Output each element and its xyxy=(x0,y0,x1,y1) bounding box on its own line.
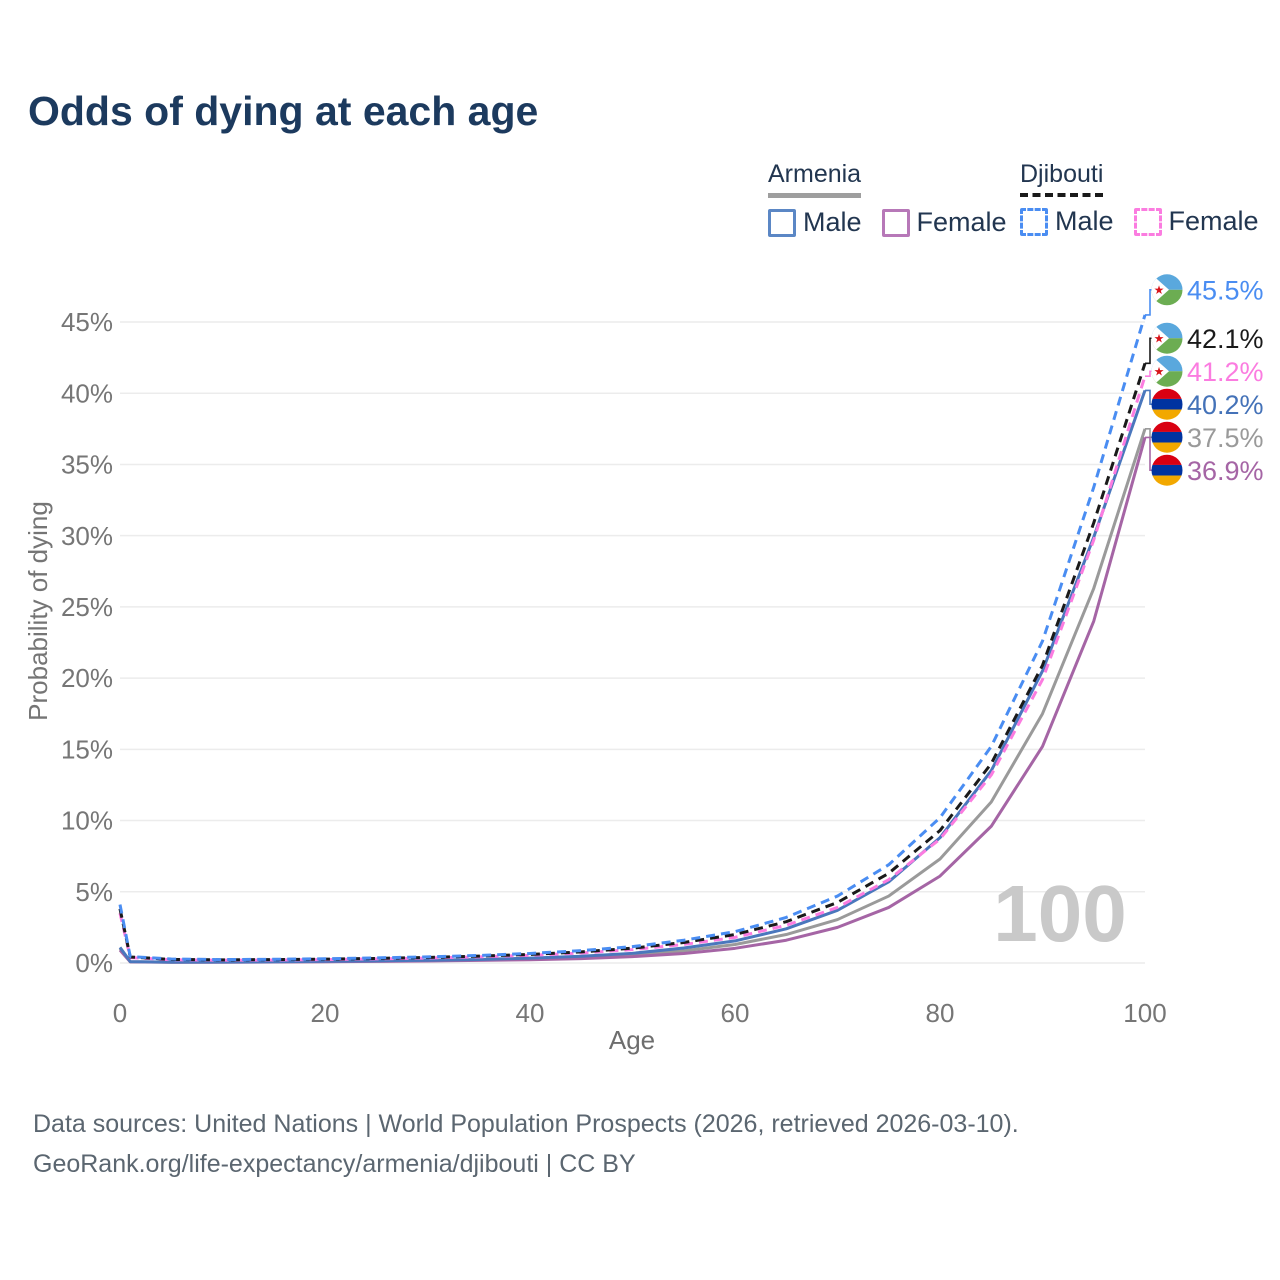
y-axis-title: Probability of dying xyxy=(23,501,53,721)
legend-label-djibouti-male: Male xyxy=(1055,206,1114,236)
legend-group-djibouti: Djibouti Male Female xyxy=(1020,160,1259,237)
legend-item-armenia-female[interactable]: Female xyxy=(881,207,1007,238)
axis-ticks: 0% 5% 10% 15% 20% 25% 30% 35% 40% 45% 0 20 40 60 80 100 xyxy=(61,307,1167,1028)
star-icon: ★ xyxy=(1154,283,1165,297)
y-tick-label: 45% xyxy=(61,307,113,337)
end-value-label-armenia-female: 36.9% xyxy=(1187,456,1264,486)
x-tick-label: 20 xyxy=(311,998,340,1028)
djibouti-flag-icon: ★ xyxy=(1151,355,1183,387)
armenia-male-swatch-icon xyxy=(768,208,796,237)
legend-label-djibouti-female: Female xyxy=(1168,206,1259,236)
end-value-label-djibouti-both: 42.1% xyxy=(1187,324,1264,354)
x-tick-label: 100 xyxy=(1123,998,1166,1028)
legend-country-armenia-label: Armenia xyxy=(768,160,862,188)
page-title: Odds of dying at each age xyxy=(28,88,539,134)
legend-item-armenia-male[interactable]: Male xyxy=(768,207,862,238)
watermark-age-100: 100 xyxy=(993,869,1126,958)
attribution-footer: Data sources: United Nations | World Pop… xyxy=(33,1104,1019,1184)
x-tick-label: 60 xyxy=(721,998,750,1028)
label-connector-djibouti-female xyxy=(1145,370,1152,377)
label-connector-djibouti-both xyxy=(1145,337,1152,365)
legend-label-armenia-female: Female xyxy=(916,207,1007,237)
legend-country-armenia[interactable]: Armenia xyxy=(768,160,862,198)
series-line-djibouti-both xyxy=(118,362,1147,962)
armenia-flag-icon xyxy=(1151,421,1183,453)
x-axis-title: Age xyxy=(609,1025,655,1055)
label-connector-djibouti-male xyxy=(1145,289,1152,316)
legend-country-djibouti-label: Djibouti xyxy=(1020,160,1104,188)
data-sources-line: Data sources: United Nations | World Pop… xyxy=(33,1110,1019,1138)
end-labels: ★ 45.5% ★ 42.1% ★ 41.2%40.2%37.5%36.9% xyxy=(1145,274,1264,486)
end-value-label-armenia-male: 40.2% xyxy=(1187,390,1264,420)
y-tick-label: 5% xyxy=(75,877,113,907)
y-tick-label: 25% xyxy=(61,592,113,622)
label-connector-armenia-female xyxy=(1145,436,1152,472)
y-tick-label: 0% xyxy=(75,948,113,978)
star-icon: ★ xyxy=(1154,332,1165,346)
djibouti-female-swatch-icon xyxy=(1133,207,1162,236)
legend-country-djibouti[interactable]: Djibouti xyxy=(1020,160,1104,197)
series-lines xyxy=(118,314,1147,964)
star-icon: ★ xyxy=(1154,365,1165,379)
series-line-djibouti-female xyxy=(118,375,1147,962)
gridlines xyxy=(120,321,1145,964)
y-tick-label: 15% xyxy=(61,734,113,764)
series-line-djibouti-male xyxy=(118,314,1147,962)
series-line-armenia-female xyxy=(118,436,1147,964)
y-tick-label: 35% xyxy=(61,450,113,480)
armenia-line-style-swatch xyxy=(768,193,862,198)
legend: Armenia Male Female Djibouti xyxy=(0,160,1280,240)
end-value-label-djibouti-female: 41.2% xyxy=(1187,357,1264,387)
y-tick-label: 20% xyxy=(61,663,113,693)
armenia-flag-icon xyxy=(1151,454,1183,486)
series-line-armenia-male xyxy=(118,389,1147,964)
legend-label-armenia-male: Male xyxy=(803,207,862,237)
djibouti-flag-icon: ★ xyxy=(1151,322,1183,354)
djibouti-flag-icon: ★ xyxy=(1151,274,1183,306)
y-tick-label: 40% xyxy=(61,378,113,408)
y-tick-label: 10% xyxy=(61,806,113,836)
armenia-female-swatch-icon xyxy=(881,208,910,237)
djibouti-male-swatch-icon xyxy=(1020,207,1048,236)
source-url-line: GeoRank.org/life-expectancy/armenia/djib… xyxy=(33,1150,636,1178)
armenia-flag-icon xyxy=(1151,388,1183,420)
label-connector-armenia-both xyxy=(1145,428,1152,439)
y-tick-label: 30% xyxy=(61,521,113,551)
series-line-armenia-both xyxy=(118,428,1147,964)
x-tick-label: 0 xyxy=(113,998,127,1028)
end-value-label-djibouti-male: 45.5% xyxy=(1187,276,1264,306)
legend-group-armenia: Armenia Male Female xyxy=(768,160,1007,238)
end-value-label-armenia-both: 37.5% xyxy=(1187,423,1264,453)
x-tick-label: 40 xyxy=(516,998,545,1028)
djibouti-line-style-swatch xyxy=(1020,193,1104,197)
legend-item-djibouti-female[interactable]: Female xyxy=(1133,206,1259,237)
x-tick-label: 80 xyxy=(926,998,955,1028)
label-connector-armenia-male xyxy=(1145,389,1152,406)
legend-item-djibouti-male[interactable]: Male xyxy=(1020,206,1114,237)
